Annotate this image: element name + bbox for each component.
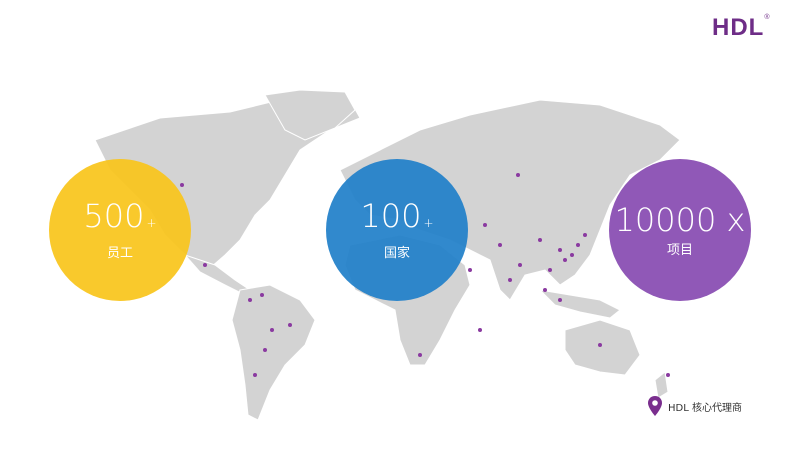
map-pin-icon [648,396,662,416]
map-legend: HDL 核心代理商 [648,396,742,416]
south-america [231,284,316,421]
value-text: 500 [83,197,145,235]
greenland [264,89,356,141]
australia [564,319,641,376]
suffix: + [423,216,434,230]
new-zealand [654,371,669,399]
stat-value: 10000 x [615,203,746,237]
logo-text: HDL [712,14,765,41]
stat-label: 国家 [383,246,410,261]
stat-label: 员工 [106,246,133,261]
stat-countries: 100 + 国家 [326,159,468,301]
stat-value: 500 + [83,199,156,240]
registered-mark: ® [764,14,771,21]
stat-value: 100 + [360,199,433,240]
hdl-logo: HDL® [712,14,771,42]
stat-projects: 10000 x 项目 [609,159,751,301]
agent-markers [180,173,670,377]
value-text: 100 [360,197,422,235]
stat-label: 项目 [666,242,693,258]
suffix: + [146,216,157,230]
value-text: 10000 x [614,200,746,239]
legend-label: HDL 核心代理商 [668,402,742,414]
southeast-asia [538,289,621,319]
stat-employees: 500 + 员工 [49,159,191,301]
